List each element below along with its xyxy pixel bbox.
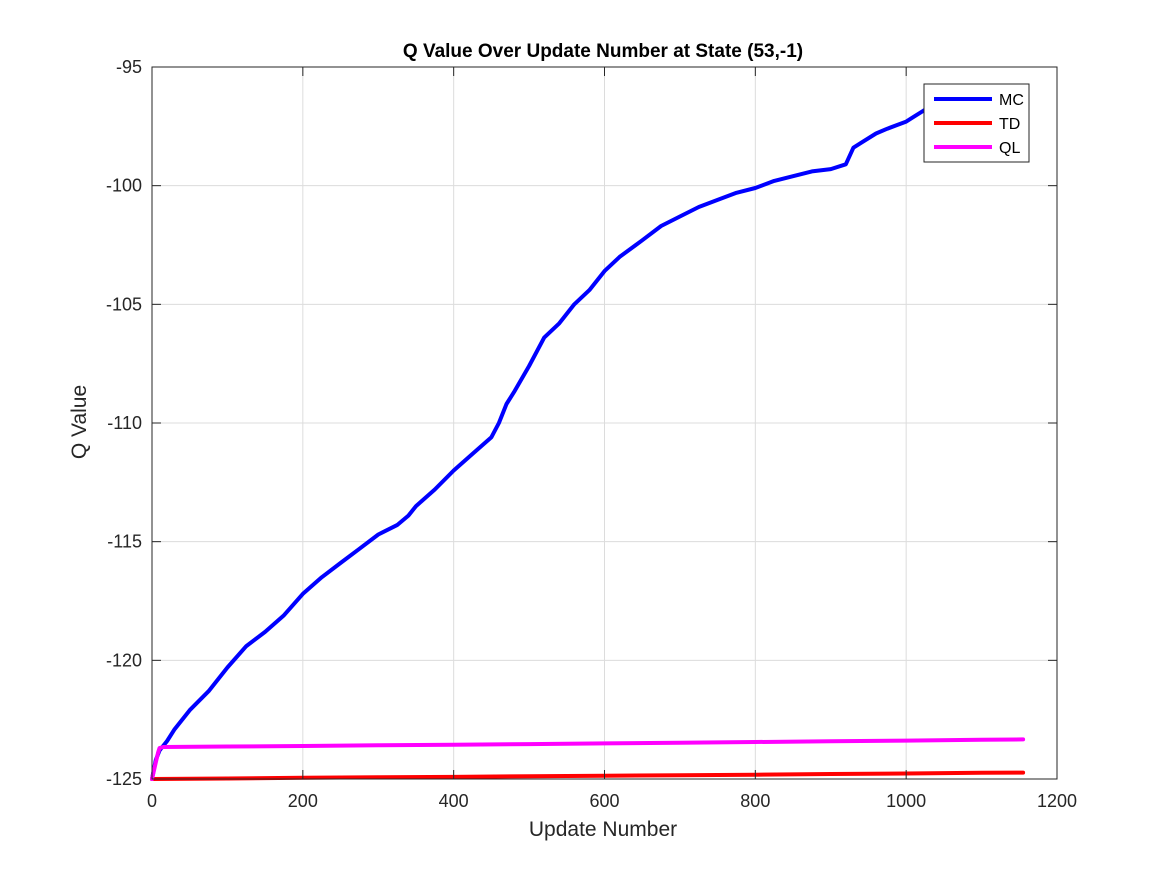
x-tick-label: 1000 — [886, 791, 926, 811]
y-tick-label: -95 — [116, 57, 142, 77]
y-tick-label: -115 — [107, 532, 142, 552]
legend: MC TD QL — [923, 83, 1030, 163]
y-tick-label: -110 — [107, 413, 142, 433]
chart-title: Q Value Over Update Number at State (53,… — [403, 41, 803, 62]
x-tick-label: 200 — [288, 791, 318, 811]
x-tick-label: 1200 — [1037, 791, 1077, 811]
x-tick-label: 0 — [147, 791, 157, 811]
x-tick-label: 600 — [589, 791, 619, 811]
tick-labels: 0 200 400 600 800 1000 1200 -125 -120 -115 -110 -10… — [106, 57, 1077, 811]
y-axis-label: Q Value — [68, 385, 91, 459]
legend-label-td: TD — [999, 116, 1020, 133]
x-tick-label: 800 — [740, 791, 770, 811]
legend-label-mc: MC — [999, 92, 1024, 109]
series-line-ql — [150, 737, 1026, 781]
x-tick-label: 400 — [439, 791, 469, 811]
y-tick-label: -100 — [106, 176, 142, 196]
axes — [151, 66, 1058, 780]
legend-label-ql: QL — [999, 140, 1020, 157]
x-axis-label: Update Number — [529, 818, 677, 841]
y-tick-label: -125 — [106, 769, 142, 789]
y-tick-label: -120 — [106, 650, 142, 670]
y-tick-label: -105 — [106, 294, 142, 314]
series-line-mc — [150, 105, 931, 781]
